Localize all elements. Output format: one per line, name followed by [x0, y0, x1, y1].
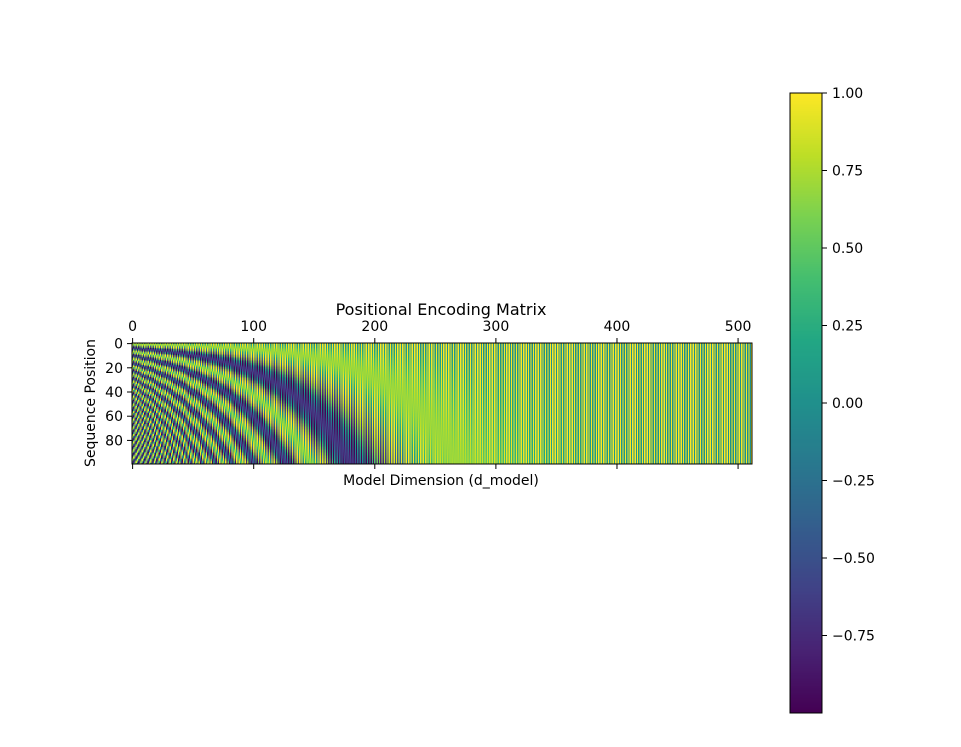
heatmap-frame [131, 342, 753, 465]
colorbar-ticks: 1.00 0.75 0.50 0.25 0.00 −0.25 −0.50 −0.75 [822, 86, 875, 645]
colorbar-gradient [790, 93, 822, 713]
y-tick-label: 60 [105, 409, 123, 425]
colorbar: 1.00 0.75 0.50 0.25 0.00 −0.25 −0.50 −0.75 [789, 86, 875, 714]
heatmap-axes: 0 100 200 300 400 500 0 20 40 60 80 [105, 319, 753, 469]
colorbar-tick-label: 0.75 [832, 164, 863, 180]
colorbar-tick-label: −0.50 [832, 551, 875, 567]
x-ticks: 0 100 200 300 400 500 [128, 319, 751, 469]
y-axis-label: Sequence Position [83, 339, 99, 467]
x-tick-label: 400 [604, 319, 631, 335]
x-tick-label: 200 [361, 319, 388, 335]
colorbar-image-wrap [790, 93, 822, 713]
colorbar-tick-label: −0.25 [832, 474, 875, 490]
x-tick-label: 0 [128, 319, 137, 335]
y-ticks: 0 20 40 60 80 [105, 337, 132, 449]
x-tick-label: 100 [240, 319, 267, 335]
colorbar-tick-label: 0.00 [832, 396, 863, 412]
colorbar-tick-label: −0.75 [832, 629, 875, 645]
heatmap-image [132, 343, 752, 464]
y-tick-label: 20 [105, 361, 123, 377]
y-tick-label: 0 [114, 337, 123, 353]
x-tick-label: 300 [483, 319, 510, 335]
colorbar-tick-label: 1.00 [832, 86, 863, 102]
heatmap-image-wrap [132, 343, 752, 464]
x-tick-label: 500 [725, 319, 752, 335]
y-tick-label: 40 [105, 385, 123, 401]
colorbar-tick-label: 0.25 [832, 319, 863, 335]
chart-title: Positional Encoding Matrix [336, 300, 547, 319]
y-tick-label: 80 [105, 433, 123, 449]
colorbar-tick-label: 0.50 [832, 241, 863, 257]
x-axis-label: Model Dimension (d_model) [343, 473, 539, 489]
